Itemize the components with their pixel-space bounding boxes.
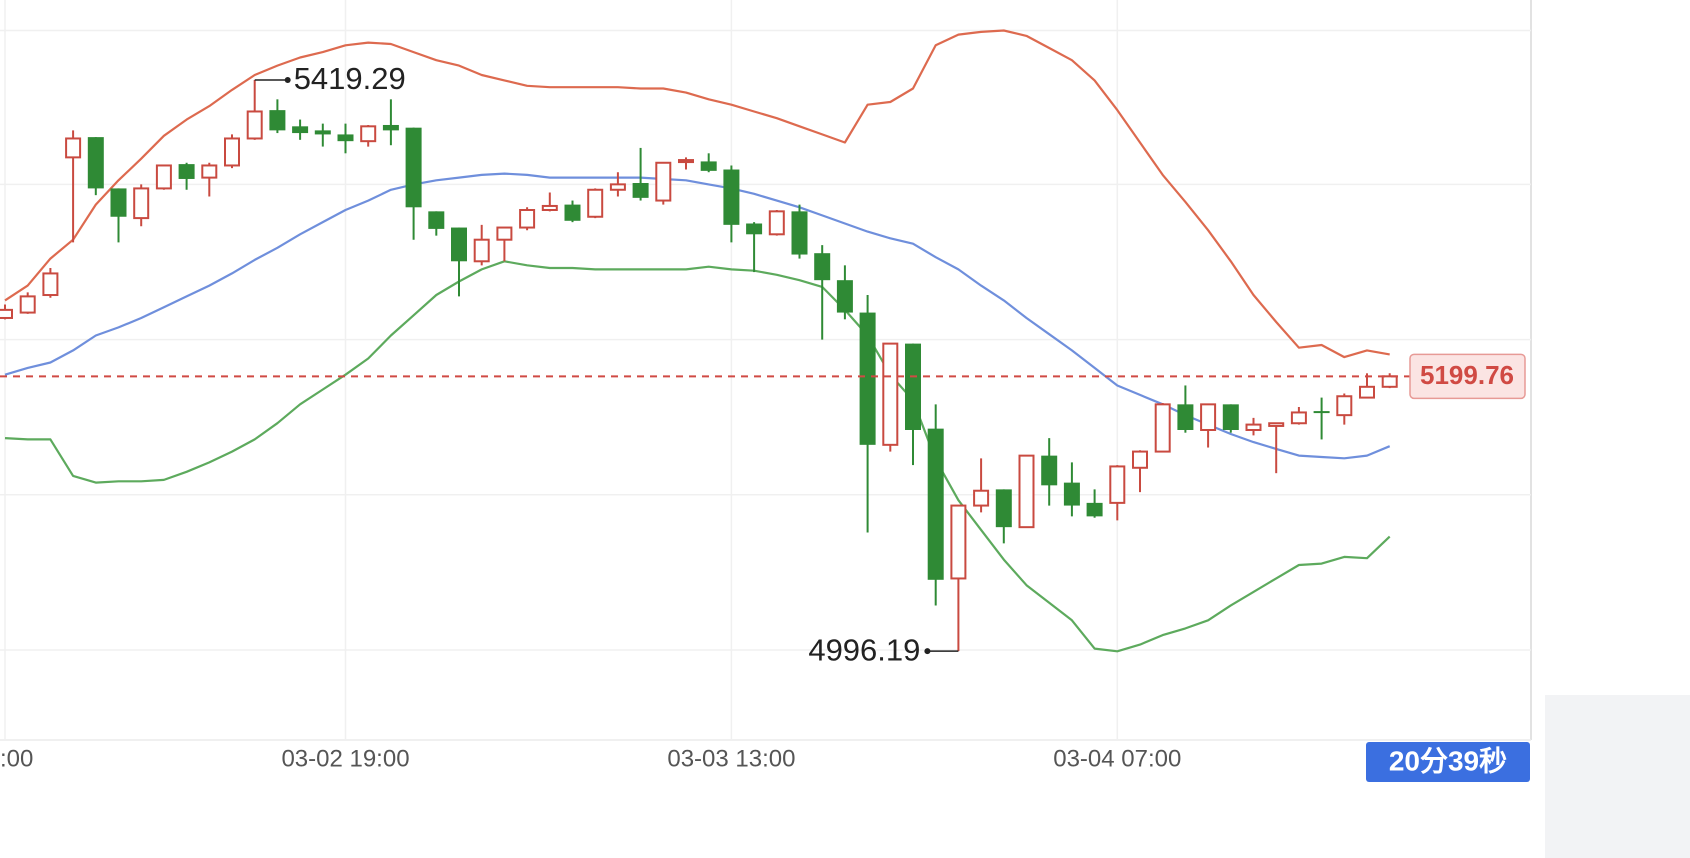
candle-body [155, 164, 172, 190]
candle-body [609, 183, 626, 191]
x-tick-label: :00 [0, 745, 33, 772]
candle-body [1359, 385, 1375, 399]
candle-body [882, 342, 899, 446]
candle-body [269, 110, 286, 131]
candle-body [133, 187, 150, 220]
candle-body [451, 227, 467, 262]
candle-body [1086, 502, 1103, 517]
candle-body [1018, 454, 1035, 529]
candle-body [1313, 411, 1330, 414]
candle-body [1177, 404, 1194, 430]
candle-body [678, 159, 694, 164]
candle-body [1381, 375, 1398, 388]
overlay: 5419.29 4996.19 5199.76 [0, 61, 1526, 667]
candle-body [700, 161, 717, 171]
candle-body [496, 226, 513, 241]
min-label: 4996.19 [808, 632, 920, 667]
candle-body [428, 211, 445, 229]
candle-body [224, 137, 240, 167]
candle-body [950, 504, 967, 580]
candle-body [19, 295, 36, 314]
x-tick-label: 03-03 13:00 [667, 745, 795, 772]
candle-body [110, 188, 127, 217]
candle-body [836, 280, 853, 313]
candle-body [473, 238, 490, 263]
candle-body [587, 188, 604, 218]
candle-body [1154, 403, 1171, 453]
candle-body [1268, 422, 1285, 427]
candle-body [65, 137, 82, 159]
candle-body [360, 125, 377, 143]
candle-body [1245, 423, 1262, 431]
x-tick-label: 03-02 19:00 [281, 745, 409, 772]
candle-body [927, 428, 944, 580]
candle-body [995, 489, 1012, 528]
band-line [4, 29, 1390, 359]
candle-body [564, 204, 581, 221]
candle-body [0, 308, 13, 319]
candle-body [905, 343, 921, 430]
candle-body [655, 161, 672, 202]
candle-body [246, 110, 263, 140]
countdown: 20分39秒 [1389, 745, 1507, 776]
candle-body [87, 137, 104, 189]
grid [0, 0, 1531, 740]
candle-body [632, 183, 649, 198]
candle-body [382, 124, 399, 131]
candle-body [1200, 403, 1217, 431]
min-dot [924, 648, 931, 655]
candle-body [1063, 482, 1080, 506]
candle-body [973, 489, 990, 507]
last-price-box [1409, 353, 1526, 400]
candle-body [1041, 455, 1058, 486]
bands [4, 29, 1391, 653]
candle-body [337, 134, 354, 142]
candle-body [1109, 465, 1126, 504]
candle-body [1132, 450, 1148, 469]
x-tick-label: 03-04 07:00 [1053, 745, 1181, 772]
candle-body [791, 211, 808, 255]
band-line [4, 172, 1391, 460]
candle-body [814, 253, 831, 281]
candle-body [1336, 395, 1353, 417]
candle-body [859, 312, 876, 445]
candle-body [519, 209, 536, 229]
candle-body [178, 164, 195, 179]
band-line [4, 260, 1391, 653]
max-label: 5419.29 [294, 61, 406, 96]
candle-body [292, 126, 309, 134]
candle-body [1222, 404, 1239, 430]
candle-body [746, 223, 763, 235]
max-dot [284, 77, 291, 84]
candle-body [314, 130, 331, 135]
candles [0, 80, 1398, 652]
countdown-box [1366, 742, 1530, 782]
candle-body [1290, 411, 1307, 425]
candle-body [768, 210, 785, 236]
last-price-label: 5199.76 [1420, 360, 1514, 390]
candle-body [201, 164, 218, 179]
candle-body [723, 169, 740, 225]
candle-body [541, 204, 558, 212]
side-panel [1545, 695, 1690, 858]
candle-body [405, 127, 422, 208]
candle-body [42, 272, 59, 297]
